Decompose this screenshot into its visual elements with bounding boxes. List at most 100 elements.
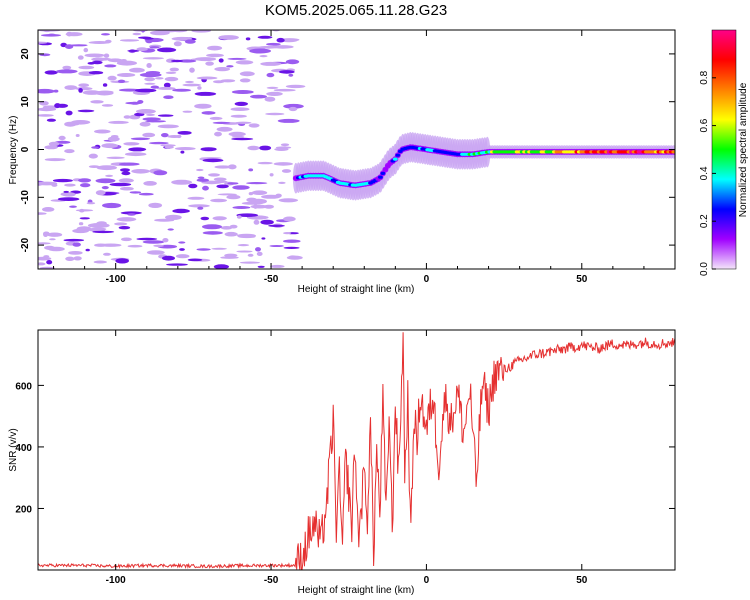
noise-speckle: [139, 121, 151, 127]
noise-speckle: [256, 251, 263, 256]
noise-speckle: [79, 208, 85, 213]
noise-speckle: [280, 143, 290, 147]
noise-speckle: [69, 205, 77, 208]
noise-speckle: [237, 233, 256, 238]
noise-speckle: [214, 131, 222, 137]
noise-speckle: [38, 212, 47, 215]
noise-speckle: [167, 228, 174, 231]
noise-speckle: [214, 165, 232, 169]
noise-speckle: [218, 35, 239, 40]
noise-speckle: [216, 184, 229, 189]
noise-speckle: [188, 204, 210, 208]
spectrogram-y-tick-label: -10: [20, 190, 31, 205]
noise-speckle: [91, 57, 112, 61]
noise-speckle: [261, 194, 281, 199]
noise-speckle: [273, 88, 296, 92]
noise-speckle: [230, 107, 250, 111]
noise-speckle: [146, 250, 165, 255]
noise-speckle: [194, 91, 217, 96]
noise-speckle: [65, 32, 83, 37]
noise-speckle: [188, 183, 198, 189]
noise-speckle: [88, 41, 111, 44]
noise-speckle: [47, 232, 63, 237]
noise-speckle: [132, 32, 142, 36]
noise-speckle: [253, 219, 260, 225]
noise-speckle: [90, 100, 104, 104]
spectrogram-x-label: Height of straight line (km): [298, 284, 415, 295]
noise-speckle: [189, 67, 195, 73]
noise-speckle: [196, 248, 211, 251]
noise-speckle: [249, 48, 271, 54]
noise-speckle: [247, 253, 254, 257]
noise-speckle: [103, 252, 111, 256]
noise-speckle: [270, 264, 285, 268]
noise-speckle: [97, 90, 114, 94]
noise-speckle: [182, 83, 202, 87]
noise-speckle: [138, 36, 152, 39]
noise-speckle: [230, 114, 247, 118]
noise-speckle: [175, 254, 190, 259]
noise-speckle: [213, 80, 225, 84]
spectrogram-y-label: Frequency (Hz): [8, 116, 19, 185]
noise-speckle: [82, 90, 101, 95]
noise-speckle: [266, 86, 279, 89]
noise-speckle: [210, 198, 228, 203]
noise-speckle: [263, 204, 274, 209]
noise-speckle: [108, 120, 129, 124]
noise-speckle: [163, 82, 171, 88]
noise-speckle: [127, 244, 143, 248]
noise-speckle: [224, 253, 238, 258]
noise-speckle: [88, 71, 104, 75]
noise-speckle: [105, 174, 114, 177]
noise-speckle: [155, 77, 164, 80]
noise-speckle: [101, 186, 109, 190]
noise-speckle: [157, 47, 177, 53]
noise-speckle: [83, 47, 89, 53]
noise-speckle: [236, 215, 242, 219]
colorbar-label: Normalized spectral amplitude: [738, 82, 749, 217]
noise-speckle: [231, 135, 245, 138]
noise-speckle: [182, 110, 193, 113]
noise-speckle: [268, 224, 285, 227]
noise-speckle: [231, 137, 254, 141]
noise-speckle: [38, 262, 46, 266]
noise-speckle: [212, 216, 227, 221]
noise-speckle: [127, 49, 140, 53]
noise-speckle: [116, 60, 137, 66]
noise-speckle: [265, 112, 285, 116]
noise-speckle: [153, 170, 168, 176]
noise-speckle: [135, 88, 157, 93]
noise-speckle: [281, 169, 292, 173]
noise-speckle: [285, 84, 306, 89]
noise-speckle: [117, 79, 126, 84]
noise-speckle: [266, 72, 275, 78]
noise-speckle: [232, 206, 251, 209]
chart-title: KOM5.2025.065.11.28.G23: [265, 2, 447, 19]
noise-speckle: [114, 222, 128, 226]
noise-speckle: [171, 179, 193, 185]
noise-speckle: [73, 256, 82, 261]
noise-speckle: [162, 255, 175, 261]
snr-y-tick-label: 600: [15, 381, 32, 392]
noise-speckle: [216, 126, 233, 132]
noise-speckle: [62, 65, 72, 70]
noise-speckle: [78, 65, 95, 70]
noise-speckle: [51, 183, 58, 187]
spectrogram-y-tick-label: -20: [20, 237, 31, 252]
colorbar-tick-label: 0.6: [699, 118, 710, 132]
noise-speckle: [105, 39, 112, 44]
signal-core: [395, 153, 401, 157]
noise-speckle: [231, 90, 254, 94]
noise-speckle: [239, 71, 255, 77]
noise-speckle: [44, 145, 58, 150]
noise-speckle: [58, 135, 66, 141]
noise-speckle: [227, 57, 247, 60]
noise-speckle: [234, 101, 248, 106]
noise-speckle: [116, 73, 136, 77]
noise-speckle: [165, 71, 177, 75]
signal-core: [671, 150, 675, 154]
noise-speckle: [72, 228, 89, 234]
noise-speckle: [103, 53, 110, 58]
noise-speckle: [283, 216, 296, 222]
noise-speckle: [142, 132, 156, 138]
